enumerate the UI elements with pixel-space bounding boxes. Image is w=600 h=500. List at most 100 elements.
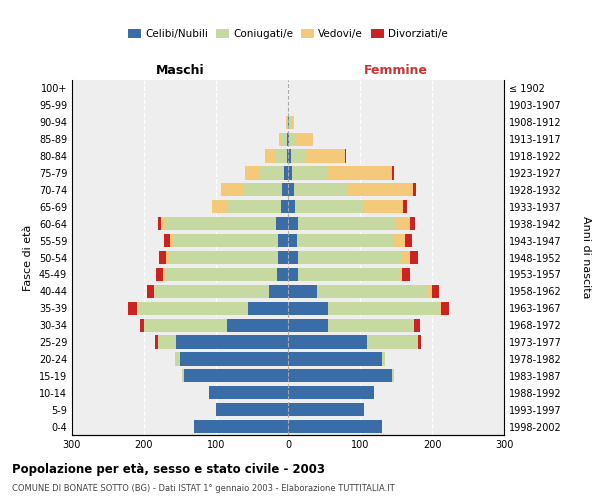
- Bar: [296, 234, 394, 247]
- Bar: [292, 166, 328, 179]
- Bar: [394, 234, 404, 247]
- Text: COMUNE DI BONATE SOTTO (BG) - Dati ISTAT 1° gennaio 2003 - Elaborazione TUTTITAL: COMUNE DI BONATE SOTTO (BG) - Dati ISTAT…: [12, 484, 395, 493]
- Bar: [288, 369, 392, 382]
- Bar: [182, 369, 184, 382]
- Bar: [288, 200, 295, 213]
- Bar: [328, 166, 392, 179]
- Bar: [410, 217, 415, 230]
- Bar: [291, 116, 294, 129]
- Bar: [288, 166, 292, 179]
- Bar: [382, 352, 385, 366]
- Bar: [287, 116, 288, 129]
- Bar: [289, 132, 295, 146]
- Bar: [328, 318, 414, 332]
- Bar: [295, 200, 364, 213]
- Bar: [287, 150, 288, 162]
- Bar: [170, 234, 173, 247]
- Bar: [276, 150, 287, 162]
- Text: Femmine: Femmine: [364, 64, 428, 78]
- Bar: [248, 302, 288, 315]
- Bar: [418, 336, 421, 348]
- Bar: [392, 369, 394, 382]
- Bar: [209, 386, 288, 400]
- Bar: [288, 318, 328, 332]
- Bar: [403, 268, 410, 281]
- Bar: [287, 132, 288, 146]
- Bar: [140, 318, 144, 332]
- Bar: [165, 217, 277, 230]
- Bar: [414, 318, 420, 332]
- Bar: [278, 234, 288, 247]
- Bar: [328, 302, 439, 315]
- Bar: [170, 251, 278, 264]
- Bar: [158, 217, 161, 230]
- Bar: [403, 200, 407, 213]
- Bar: [277, 217, 288, 230]
- Bar: [364, 200, 403, 213]
- Bar: [289, 116, 291, 129]
- Bar: [164, 234, 170, 247]
- Bar: [144, 318, 227, 332]
- Bar: [227, 318, 288, 332]
- Bar: [288, 420, 382, 433]
- Bar: [298, 251, 403, 264]
- Bar: [281, 200, 288, 213]
- Bar: [221, 184, 242, 196]
- Bar: [161, 217, 165, 230]
- Bar: [175, 352, 176, 366]
- Bar: [242, 184, 282, 196]
- Bar: [295, 132, 313, 146]
- Bar: [288, 217, 298, 230]
- Bar: [288, 284, 317, 298]
- Bar: [269, 284, 288, 298]
- Bar: [194, 420, 288, 433]
- Bar: [413, 184, 416, 196]
- Bar: [159, 251, 166, 264]
- Bar: [439, 302, 442, 315]
- Bar: [288, 302, 328, 315]
- Bar: [158, 336, 176, 348]
- Bar: [154, 284, 269, 298]
- Bar: [245, 166, 259, 179]
- Bar: [288, 268, 298, 281]
- Legend: Celibi/Nubili, Coniugati/e, Vedovi/e, Divorziati/e: Celibi/Nubili, Coniugati/e, Vedovi/e, Di…: [124, 25, 452, 43]
- Bar: [317, 284, 428, 298]
- Bar: [442, 302, 449, 315]
- Bar: [284, 166, 288, 179]
- Bar: [428, 284, 432, 298]
- Bar: [392, 166, 394, 179]
- Bar: [404, 234, 412, 247]
- Bar: [298, 217, 395, 230]
- Bar: [259, 166, 284, 179]
- Bar: [156, 268, 163, 281]
- Bar: [399, 268, 403, 281]
- Bar: [184, 369, 288, 382]
- Y-axis label: Fasce di età: Fasce di età: [23, 224, 33, 290]
- Bar: [166, 268, 277, 281]
- Bar: [176, 336, 288, 348]
- Bar: [286, 116, 287, 129]
- Bar: [147, 284, 154, 298]
- Bar: [288, 116, 289, 129]
- Bar: [410, 251, 418, 264]
- Bar: [227, 200, 281, 213]
- Bar: [432, 284, 439, 298]
- Bar: [282, 184, 288, 196]
- Bar: [305, 150, 345, 162]
- Bar: [173, 234, 278, 247]
- Bar: [345, 150, 346, 162]
- Bar: [265, 150, 276, 162]
- Bar: [176, 352, 180, 366]
- Bar: [288, 234, 296, 247]
- Bar: [348, 184, 413, 196]
- Bar: [288, 150, 291, 162]
- Y-axis label: Anni di nascita: Anni di nascita: [581, 216, 591, 298]
- Bar: [163, 268, 166, 281]
- Bar: [395, 217, 410, 230]
- Bar: [291, 150, 305, 162]
- Bar: [367, 336, 418, 348]
- Bar: [212, 200, 227, 213]
- Bar: [180, 352, 288, 366]
- Bar: [288, 184, 294, 196]
- Bar: [294, 184, 348, 196]
